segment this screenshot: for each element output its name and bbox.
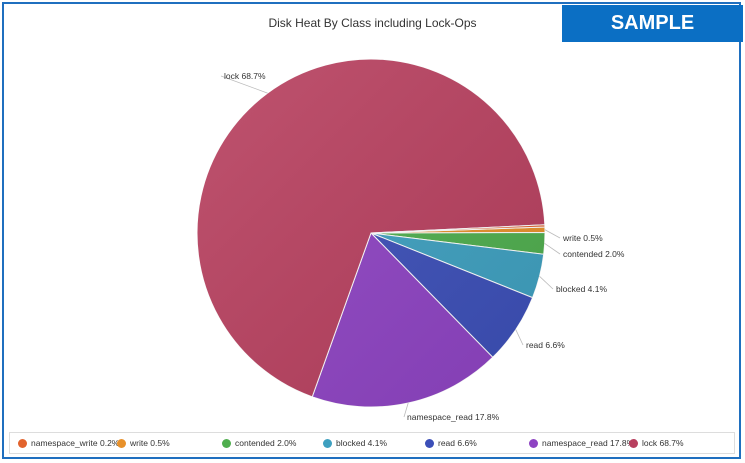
legend-swatch bbox=[222, 438, 231, 448]
legend-label: contended 2.0% bbox=[235, 438, 297, 448]
chart-title: Disk Heat By Class including Lock-Ops bbox=[268, 16, 477, 30]
legend-item[interactable]: namespace_read 17.8% bbox=[529, 438, 634, 448]
legend-swatch bbox=[629, 438, 638, 448]
data-label-write: write 0.5% bbox=[562, 233, 603, 243]
data-label-contended: contended 2.0% bbox=[563, 249, 625, 259]
data-label-read: read 6.6% bbox=[526, 340, 565, 350]
legend-swatch bbox=[18, 438, 27, 448]
data-label-namespace-read: namespace_read 17.8% bbox=[407, 412, 500, 422]
legend-item[interactable]: write 0.5% bbox=[117, 438, 170, 448]
legend-label: read 6.6% bbox=[438, 438, 477, 448]
label-leader-blocked bbox=[539, 276, 554, 290]
legend-swatch bbox=[117, 438, 126, 448]
legend-swatch bbox=[529, 438, 538, 448]
data-label-lock: lock 68.7% bbox=[224, 71, 266, 81]
legend-label: lock 68.7% bbox=[642, 438, 684, 448]
legend-item[interactable]: contended 2.0% bbox=[222, 438, 296, 448]
data-label-blocked: blocked 4.1% bbox=[556, 284, 607, 294]
legend-label: blocked 4.1% bbox=[336, 438, 388, 448]
legend-swatch bbox=[425, 438, 434, 448]
legend-item[interactable]: lock 68.7% bbox=[629, 438, 684, 448]
legend-swatch bbox=[323, 438, 332, 448]
legend-label: namespace_read 17.8% bbox=[542, 438, 635, 448]
legend-item[interactable]: read 6.6% bbox=[425, 438, 477, 448]
legend-item[interactable]: blocked 4.1% bbox=[323, 438, 387, 448]
label-leader-read bbox=[515, 329, 524, 346]
legend-label: write 0.5% bbox=[130, 438, 170, 448]
legend-label: namespace_write 0.2% bbox=[31, 438, 120, 448]
label-leader-namespace-read bbox=[403, 402, 409, 418]
legend-item[interactable]: namespace_write 0.2% bbox=[18, 438, 119, 448]
label-leader-lock bbox=[220, 75, 268, 94]
chart-legend: namespace_write 0.2% write 0.5% contended … bbox=[9, 432, 735, 454]
label-leader-write bbox=[544, 229, 561, 239]
sample-badge: SAMPLE bbox=[562, 5, 743, 42]
label-leader-contended bbox=[544, 243, 561, 255]
